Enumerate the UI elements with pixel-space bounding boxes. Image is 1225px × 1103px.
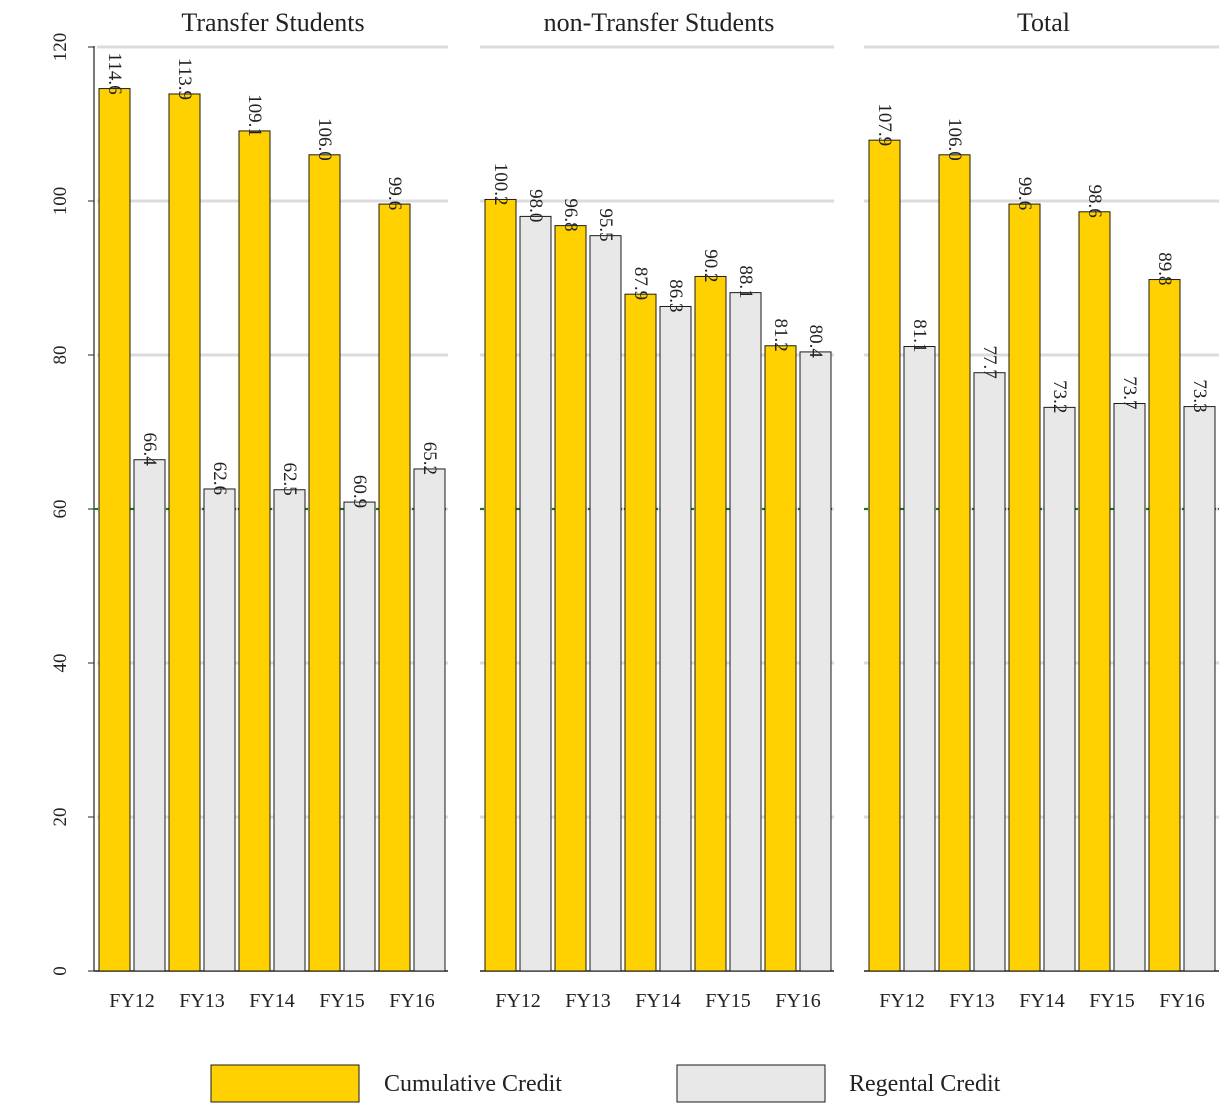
panel-1: Transfer Students 114.6 66.4 FY12 113.9 62.6 F…: [94, 8, 448, 1012]
x-category-label: FY15: [1089, 990, 1135, 1012]
bar-value-label: 62.6: [209, 462, 230, 495]
x-category-label: FY13: [565, 990, 611, 1012]
x-category-label: FY16: [389, 990, 435, 1012]
bar-regental-credit: [519, 215, 552, 972]
legend-swatch: [210, 1064, 360, 1103]
y-tick-label: 60: [50, 500, 71, 519]
y-tick-label: 80: [50, 346, 71, 365]
bar-cumulative-credit: [1078, 211, 1111, 972]
bar-value-label: 106.0: [314, 118, 335, 161]
bar-regental-credit: [799, 351, 832, 972]
bar-cumulative-credit: [1008, 203, 1041, 972]
bar-cumulative-credit: [238, 130, 271, 972]
bar-cumulative-credit: [694, 275, 727, 972]
bar-value-label: 106.0: [944, 118, 965, 161]
x-category-label: FY14: [1019, 990, 1065, 1012]
bar-value-label: 98.6: [1084, 185, 1105, 218]
panel-title: Total: [1017, 8, 1070, 37]
y-tick-label: 120: [50, 33, 71, 62]
bar-value-label: 81.1: [909, 319, 930, 352]
bar-cumulative-credit: [554, 225, 587, 972]
x-category-label: FY14: [635, 990, 681, 1012]
bar-value-label: 77.7: [979, 345, 1000, 378]
x-category-label: FY12: [495, 990, 541, 1012]
bar-regental-credit: [973, 372, 1006, 972]
bar-value-label: 62.5: [279, 463, 300, 496]
bar-value-label: 88.1: [735, 265, 756, 298]
x-category-label: FY16: [1159, 990, 1205, 1012]
panel-3: Total 107.9 81.1 FY12 106.0 77.7 FY13 99.6 73.2 F…: [864, 8, 1219, 1012]
panel-title: non-Transfer Students: [544, 8, 775, 37]
bar-regental-credit: [729, 292, 762, 972]
y-tick-label: 40: [50, 654, 71, 673]
legend: Cumulative Credit Regental Credit: [210, 1064, 1001, 1103]
y-tick-label: 100: [50, 187, 71, 216]
bar-value-label: 81.2: [770, 319, 791, 352]
bar-value-label: 114.6: [104, 53, 125, 95]
bar-value-label: 109.1: [244, 94, 265, 137]
bar-cumulative-credit: [624, 293, 657, 972]
bar-value-label: 99.6: [1014, 177, 1035, 210]
x-category-label: FY12: [879, 990, 925, 1012]
legend-label: Regental Credit: [849, 1071, 1001, 1097]
bar-value-label: 86.3: [665, 279, 686, 312]
bar-value-label: 73.3: [1189, 379, 1210, 412]
bar-value-label: 95.5: [595, 208, 616, 241]
legend-label: Cumulative Credit: [384, 1071, 562, 1097]
panel-2: non-Transfer Students 100.2 98.0 FY12 96.8 95…: [480, 8, 834, 1012]
bar-value-label: 73.7: [1119, 376, 1140, 409]
bar-value-label: 90.2: [700, 249, 721, 282]
bar-value-label: 80.4: [805, 325, 826, 359]
x-category-label: FY15: [705, 990, 751, 1012]
bar-regental-credit: [273, 489, 306, 972]
bar-cumulative-credit: [1148, 279, 1181, 972]
bar-cumulative-credit: [98, 88, 131, 972]
x-category-label: FY12: [109, 990, 155, 1012]
bar-value-label: 100.2: [490, 163, 511, 206]
bar-regental-credit: [1183, 406, 1216, 972]
panel-title: Transfer Students: [181, 8, 364, 37]
bar-regental-credit: [413, 468, 446, 972]
bar-cumulative-credit: [764, 345, 797, 972]
bar-cumulative-credit: [484, 198, 517, 972]
bar-regental-credit: [903, 346, 936, 972]
bar-regental-credit: [343, 501, 376, 972]
bar-regental-credit: [133, 459, 166, 972]
bar-value-label: 66.4: [139, 432, 160, 466]
bar-regental-credit: [1113, 403, 1146, 972]
x-category-label: FY13: [179, 990, 225, 1012]
x-category-label: FY14: [249, 990, 295, 1012]
bar-value-label: 98.0: [525, 189, 546, 222]
x-category-label: FY15: [319, 990, 365, 1012]
bar-regental-credit: [589, 235, 622, 972]
bar-regental-credit: [659, 305, 692, 972]
y-tick-label: 20: [50, 808, 71, 827]
bar-value-label: 87.9: [630, 267, 651, 300]
bar-cumulative-credit: [378, 203, 411, 972]
bar-value-label: 60.9: [349, 475, 370, 508]
bar-value-label: 96.8: [560, 198, 581, 231]
bar-regental-credit: [203, 488, 236, 972]
bar-value-label: 65.2: [419, 442, 440, 475]
bar-value-label: 107.9: [874, 103, 895, 146]
bar-cumulative-credit: [938, 154, 971, 972]
bar-cumulative-credit: [308, 154, 341, 972]
y-tick-label: 0: [50, 966, 71, 976]
bar-value-label: 99.6: [384, 177, 405, 210]
bar-cumulative-credit: [168, 93, 201, 972]
legend-swatch: [676, 1064, 826, 1103]
bar-regental-credit: [1043, 406, 1076, 972]
bar-value-label: 73.2: [1049, 380, 1070, 413]
bar-cumulative-credit: [868, 139, 901, 972]
x-category-label: FY13: [949, 990, 995, 1012]
bar-value-label: 89.8: [1154, 252, 1175, 285]
bar-value-label: 113.9: [174, 58, 195, 100]
x-category-label: FY16: [775, 990, 821, 1012]
